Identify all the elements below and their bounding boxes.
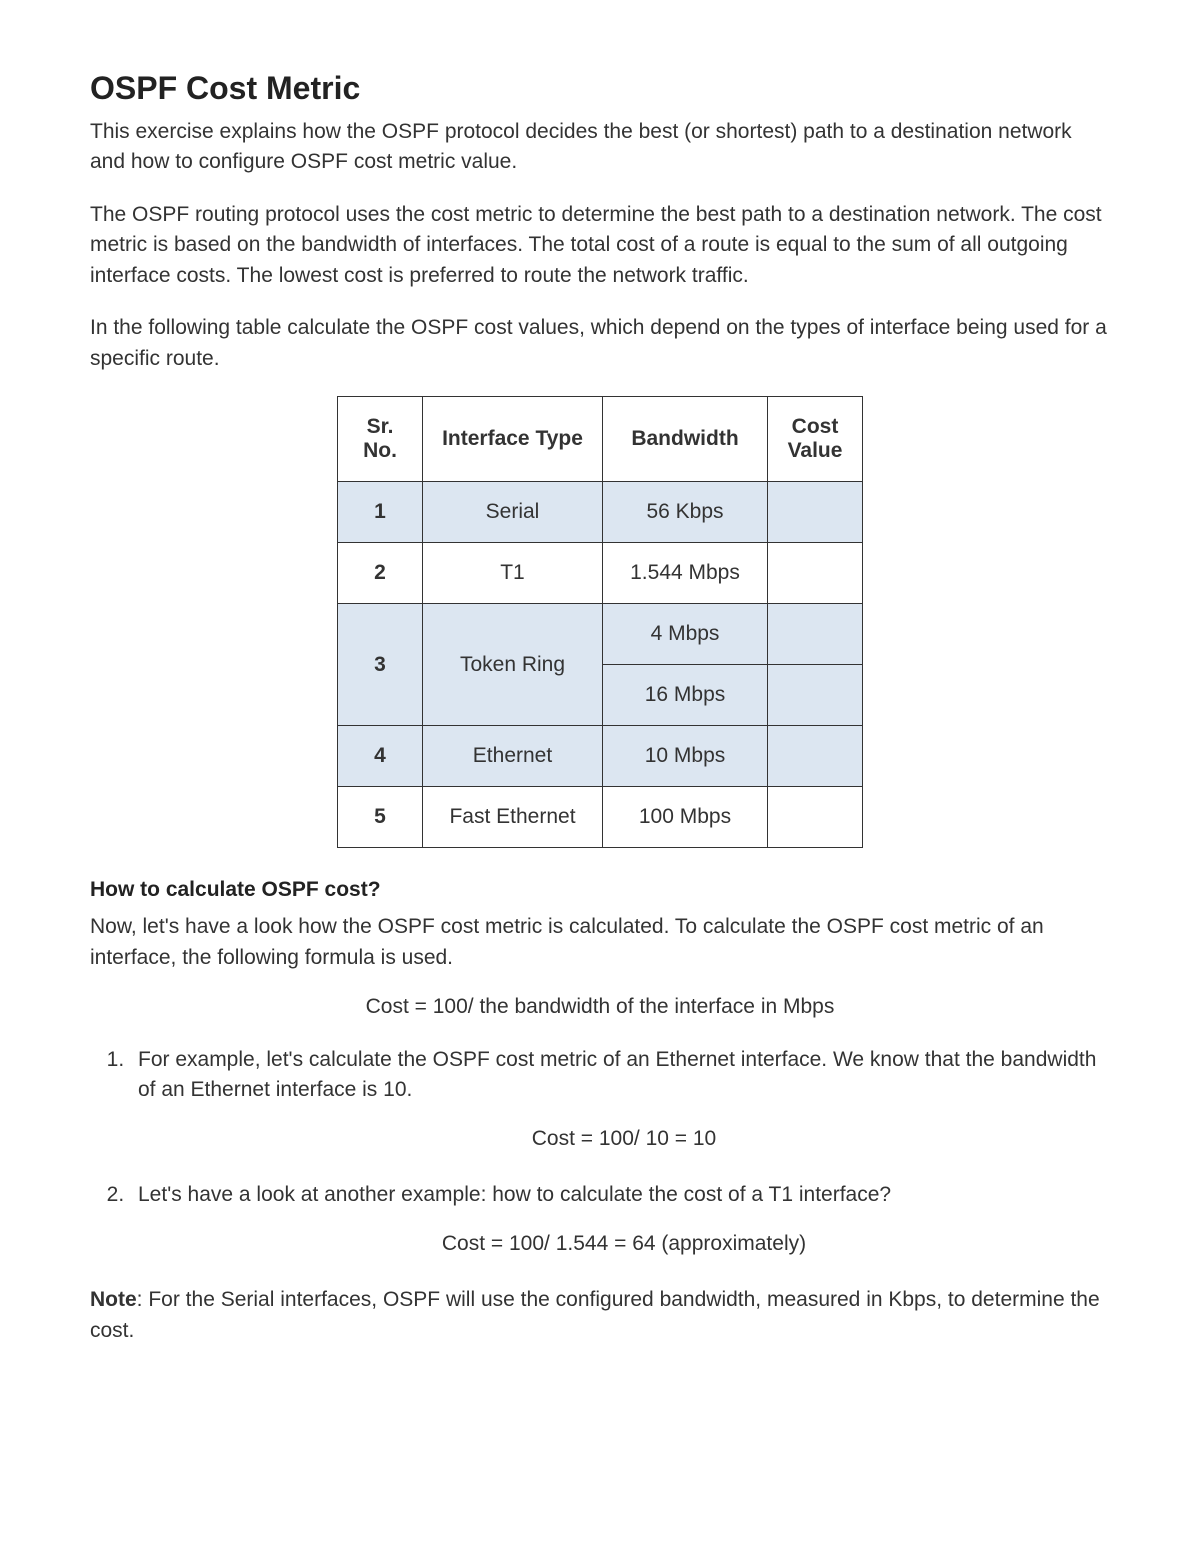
cell-bw: 100 Mbps [603,787,768,848]
cell-cost [768,665,863,726]
list-item: For example, let's calculate the OSPF co… [130,1045,1110,1154]
cell-cost [768,787,863,848]
ospf-cost-table: Sr. No. Interface Type Bandwidth Cost Va… [337,396,863,848]
cell-sr: 4 [338,726,423,787]
header-type: Interface Type [423,397,603,482]
cell-sr: 2 [338,543,423,604]
cell-sr: 1 [338,482,423,543]
cell-type: T1 [423,543,603,604]
calc-intro-paragraph: Now, let's have a look how the OSPF cost… [90,912,1110,973]
header-bandwidth: Bandwidth [603,397,768,482]
cell-bw: 4 Mbps [603,604,768,665]
table-row: 5 Fast Ethernet 100 Mbps [338,787,863,848]
formula-example-2: Cost = 100/ 1.544 = 64 (approximately) [138,1229,1110,1259]
example-list: For example, let's calculate the OSPF co… [90,1045,1110,1259]
table-header-row: Sr. No. Interface Type Bandwidth Cost Va… [338,397,863,482]
table-row: 1 Serial 56 Kbps [338,482,863,543]
table-row: 3 Token Ring 4 Mbps [338,604,863,665]
cell-cost [768,726,863,787]
cell-type: Fast Ethernet [423,787,603,848]
formula-example-1: Cost = 100/ 10 = 10 [138,1124,1110,1154]
cell-bw: 1.544 Mbps [603,543,768,604]
cell-type: Token Ring [423,604,603,726]
table-row: 4 Ethernet 10 Mbps [338,726,863,787]
cell-bw: 16 Mbps [603,665,768,726]
intro-paragraph-2: The OSPF routing protocol uses the cost … [90,200,1110,291]
table-row: 2 T1 1.544 Mbps [338,543,863,604]
list-item: Let's have a look at another example: ho… [130,1180,1110,1259]
intro-paragraph-1: This exercise explains how the OSPF prot… [90,117,1110,178]
header-cost: Cost Value [768,397,863,482]
cell-cost [768,543,863,604]
note-text: : For the Serial interfaces, OSPF will u… [90,1288,1100,1341]
intro-paragraph-3: In the following table calculate the OSP… [90,313,1110,374]
cell-type: Serial [423,482,603,543]
cell-sr: 3 [338,604,423,726]
list-item-text: Let's have a look at another example: ho… [138,1183,891,1206]
note-paragraph: Note: For the Serial interfaces, OSPF wi… [90,1285,1110,1346]
cell-cost [768,604,863,665]
cell-cost [768,482,863,543]
cell-sr: 5 [338,787,423,848]
list-item-text: For example, let's calculate the OSPF co… [138,1048,1096,1101]
note-label: Note [90,1288,137,1311]
cell-bw: 10 Mbps [603,726,768,787]
page-title: OSPF Cost Metric [90,70,1110,107]
header-sr: Sr. No. [338,397,423,482]
document-page: OSPF Cost Metric This exercise explains … [0,0,1200,1553]
subheading-calculate: How to calculate OSPF cost? [90,878,1110,902]
cell-bw: 56 Kbps [603,482,768,543]
formula-main: Cost = 100/ the bandwidth of the interfa… [90,995,1110,1019]
cell-type: Ethernet [423,726,603,787]
